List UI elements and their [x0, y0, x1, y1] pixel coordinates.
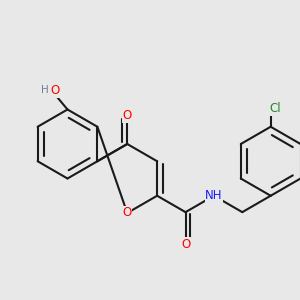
Text: NH: NH	[205, 189, 223, 202]
Text: H: H	[41, 85, 49, 95]
Text: O: O	[182, 238, 191, 250]
Text: Cl: Cl	[269, 102, 281, 115]
Text: O: O	[123, 206, 132, 220]
Text: O: O	[123, 109, 132, 122]
Text: O: O	[50, 84, 59, 98]
